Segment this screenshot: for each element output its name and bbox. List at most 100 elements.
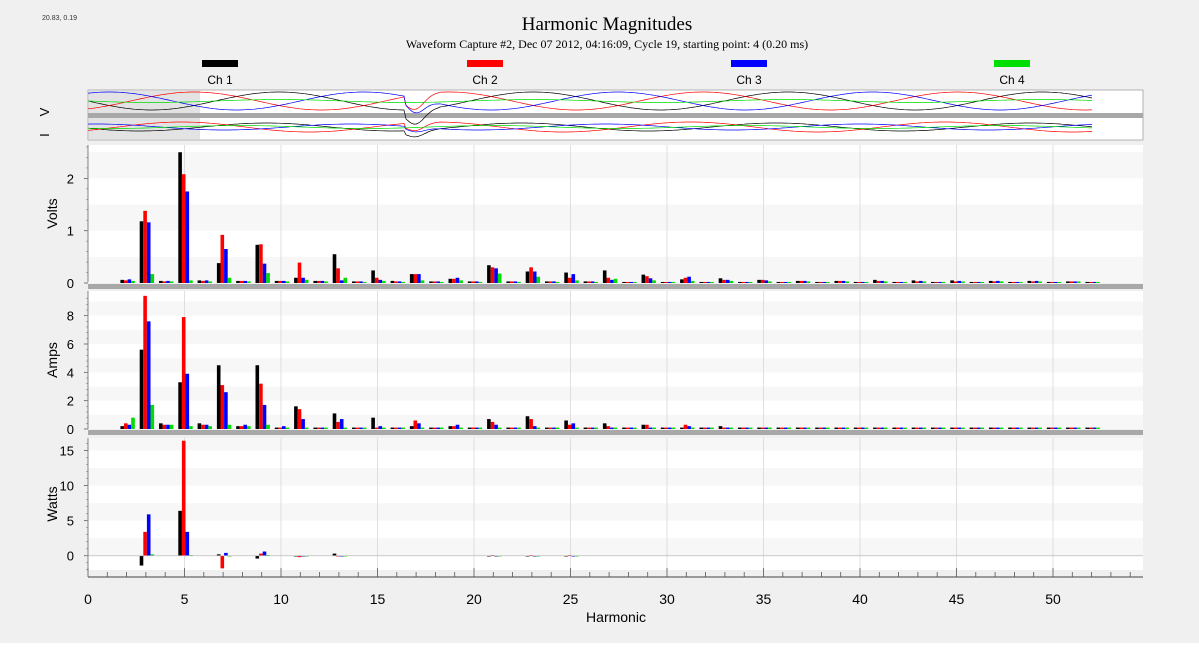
bar-h8-ch2	[239, 280, 244, 283]
bar-h16-ch1	[390, 280, 395, 283]
bar-h52-ch1	[1085, 427, 1089, 429]
bar-h21-ch3	[494, 555, 498, 557]
bar-h51-ch1	[1066, 427, 1070, 429]
bar-h27-ch3	[610, 279, 614, 283]
legend-label: Ch 2	[472, 73, 498, 87]
bar-h39-ch1	[834, 427, 839, 429]
bar-h46-ch3	[976, 427, 981, 429]
bar-h19-ch3	[455, 424, 460, 429]
bar-h50-ch1	[1046, 281, 1051, 283]
bar-h2-ch2	[124, 423, 128, 429]
bar-h9-ch1	[255, 244, 260, 283]
bar-h5-ch3	[185, 531, 190, 556]
bar-h10-ch3	[282, 426, 286, 429]
bar-h4-ch3	[166, 280, 170, 283]
bar-h47-ch2	[992, 427, 997, 429]
bar-h47-ch4	[999, 281, 1004, 283]
bar-h13-ch2	[336, 421, 340, 429]
bar-h15-ch4	[382, 427, 386, 429]
bar-h28-ch3	[629, 281, 633, 283]
legend-label: Ch 4	[999, 73, 1025, 87]
bar-h38-ch3	[822, 427, 826, 429]
waveform-divider	[88, 113, 1143, 118]
bar-h43-ch4	[922, 281, 927, 283]
bar-h11-ch4	[304, 555, 309, 557]
bar-h32-ch4	[710, 281, 714, 283]
bar-h36-ch4	[787, 427, 791, 429]
bar-h37-ch4	[806, 427, 811, 429]
bar-h20-ch1	[467, 427, 472, 429]
x-axis: 0 5 10 15 20 25 30 35 40 45 50	[84, 568, 1143, 607]
voltage-trace-ch1	[87, 91, 1093, 125]
bar-h25-ch3	[571, 274, 576, 283]
bar-h11-ch4	[304, 279, 309, 283]
bar-h45-ch2	[953, 281, 958, 283]
bar-h13-ch4	[343, 427, 348, 429]
bar-h16-ch1	[390, 427, 395, 429]
bar-h6-ch3	[204, 424, 209, 429]
bar-h23-ch4	[536, 276, 541, 283]
bar-h34-ch3	[745, 281, 749, 283]
bar-h44-ch3	[938, 281, 942, 283]
bar-h24-ch2	[548, 427, 553, 429]
y-tick-label: 0	[67, 276, 74, 291]
bar-h20-ch1	[467, 281, 472, 283]
voltage-trace-ch2	[87, 91, 1092, 111]
bar-h24-ch1	[545, 427, 549, 429]
legend-swatch	[731, 60, 767, 67]
bar-h19-ch2	[452, 426, 456, 429]
bar-h5-ch1	[178, 510, 182, 556]
bar-h8-ch1	[236, 426, 240, 429]
bar-h4-ch4	[169, 281, 174, 283]
y-tick-label: 2	[67, 171, 74, 186]
y-axis-label: Volts	[44, 198, 60, 228]
y-axis-label: Watts	[44, 486, 60, 521]
bar-h15-ch4	[382, 280, 386, 283]
bar-h40-ch2	[857, 281, 861, 283]
x-tick-label: 40	[852, 591, 868, 607]
bar-h36-ch3	[783, 281, 788, 283]
bar-h23-ch2	[529, 267, 533, 283]
bar-h35-ch3	[764, 280, 769, 283]
bar-h48-ch1	[1008, 281, 1012, 283]
bar-h19-ch1	[448, 278, 453, 283]
bar-h3-ch2	[143, 295, 147, 429]
bar-h2-ch1	[120, 279, 124, 283]
bar-h5-ch3	[185, 373, 190, 429]
bar-h14-ch3	[359, 281, 363, 283]
bar-h37-ch3	[803, 427, 807, 429]
bar-h6-ch3	[204, 280, 209, 283]
bar-h43-ch3	[918, 427, 923, 429]
bar-h29-ch4	[652, 280, 656, 283]
bar-h41-ch2	[876, 427, 881, 429]
bar-h13-ch4	[343, 277, 348, 283]
y-tick-label: 15	[60, 444, 74, 459]
bar-h49-ch1	[1027, 280, 1032, 283]
bar-h49-ch1	[1027, 427, 1032, 429]
bar-h25-ch1	[564, 420, 568, 429]
bar-h11-ch1	[294, 277, 298, 283]
grid-band	[88, 152, 1143, 179]
bar-h18-ch1	[429, 281, 433, 283]
grid-band	[88, 438, 1143, 451]
bar-h3-ch3	[146, 321, 151, 429]
bar-h18-ch4	[440, 281, 444, 283]
bar-h50-ch2	[1050, 281, 1054, 283]
bar-h5-ch4	[189, 280, 193, 283]
x-tick-label: 25	[563, 591, 579, 607]
bar-h19-ch2	[452, 278, 456, 283]
bar-h36-ch1	[776, 427, 781, 429]
legend-label: Ch 1	[207, 73, 233, 87]
bar-h17-ch2	[413, 420, 418, 429]
bar-h11-ch1	[294, 406, 298, 429]
bar-h6-ch4	[208, 281, 212, 283]
bar-h33-ch1	[718, 278, 723, 283]
bar-h2-ch4	[131, 280, 135, 283]
bar-h22-ch1	[506, 427, 510, 429]
bar-h29-ch4	[652, 427, 656, 429]
bar-h7-ch1	[216, 365, 221, 429]
bar-h3-ch2	[143, 210, 147, 283]
bar-h18-ch2	[432, 281, 437, 283]
bar-h28-ch2	[625, 427, 630, 429]
bar-h46-ch2	[973, 427, 977, 429]
